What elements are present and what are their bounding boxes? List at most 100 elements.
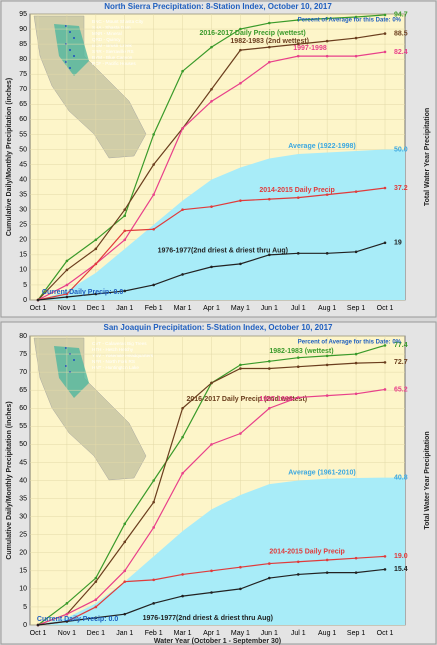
station-dot — [65, 61, 67, 63]
point — [210, 100, 213, 103]
point — [123, 208, 127, 211]
point — [36, 623, 40, 627]
y-tick-label: 45 — [19, 161, 27, 168]
point — [383, 568, 387, 571]
point — [354, 556, 358, 560]
point — [94, 238, 98, 242]
point — [383, 344, 387, 347]
x-tick-label: Oct 1 — [30, 630, 47, 637]
point — [152, 163, 155, 166]
end-value-label: 65.2 — [394, 386, 408, 393]
point — [296, 252, 300, 255]
x-tick-label: Jan 1 — [116, 630, 133, 637]
station-label: SHA - Shasta Dam — [92, 25, 131, 30]
y-tick-label: 80 — [19, 56, 27, 63]
y-tick-label: 40 — [19, 477, 27, 484]
point — [239, 27, 242, 31]
series-label: 1997-1998 — [259, 396, 293, 403]
point — [268, 562, 271, 565]
series-label: 1982-1983 (2nd wettest) — [230, 38, 309, 45]
x-tick-label: Sep 1 — [347, 305, 365, 312]
series-label: 2016-2017 Daily Precip (2nd wettest) — [187, 396, 308, 403]
station-dot — [69, 31, 71, 33]
point — [152, 193, 155, 196]
station-label: SRR - Sierraville RS — [92, 49, 134, 54]
point — [123, 569, 127, 573]
y-tick-label: 0 — [23, 297, 27, 304]
y-tick-label: 55 — [19, 131, 27, 138]
x-tick-label: Dec 1 — [87, 305, 105, 312]
end-value-label: 77.4 — [394, 342, 408, 349]
point — [123, 238, 127, 242]
y-tick-label: 20 — [19, 550, 27, 557]
y-tick-label: 25 — [19, 532, 27, 539]
point — [383, 13, 387, 17]
series-label: Average (1922-1998) — [288, 143, 355, 150]
point — [239, 262, 242, 266]
point — [325, 394, 329, 397]
point — [210, 591, 213, 594]
point — [325, 571, 329, 574]
point — [210, 569, 213, 573]
station-dot — [73, 55, 75, 57]
series-label: 2014-2015 Daily Precip — [269, 548, 345, 555]
point — [296, 365, 300, 369]
area — [38, 477, 405, 625]
end-value-label: 15.4 — [394, 566, 408, 573]
point — [268, 253, 271, 257]
station-label: PCF - Pacific Houses — [92, 61, 136, 66]
x-tick-label: Oct 1 — [377, 630, 394, 637]
point — [239, 565, 242, 569]
point — [239, 81, 242, 85]
point — [210, 381, 213, 385]
y-tick-label: 75 — [19, 71, 27, 78]
station-dot — [69, 49, 71, 51]
annotation: Current Daily Precip: 0.0 — [42, 289, 123, 296]
point — [268, 576, 271, 580]
point — [354, 361, 358, 365]
point — [65, 292, 69, 296]
point — [383, 32, 387, 35]
y-tick-label: 90 — [19, 26, 27, 33]
point — [325, 354, 329, 358]
annotation: Current Daily Precip: 0.0 — [37, 616, 118, 623]
station-label: BNC - Mount Shasta City — [92, 19, 144, 24]
point — [94, 605, 98, 609]
x-tick-label: Nov 1 — [58, 305, 76, 312]
x-tick-label: Apr 1 — [203, 630, 220, 637]
point — [152, 526, 155, 529]
point — [65, 620, 69, 623]
point — [383, 186, 387, 190]
station-label: MNR - Mineral — [92, 31, 122, 36]
point — [123, 612, 127, 616]
y-tick-label: 40 — [19, 176, 27, 183]
end-value-label: 50.0 — [394, 146, 408, 153]
point — [65, 612, 69, 616]
y-axis-label: Cumulative Daily/Monthly Precipitation (… — [6, 78, 13, 236]
point — [94, 576, 98, 580]
x-tick-label: Jul 1 — [291, 305, 306, 312]
x-tick-label: Jun 1 — [261, 305, 278, 312]
end-value-label: 94.7 — [394, 12, 408, 19]
point — [268, 45, 271, 49]
y-tick-label: 65 — [19, 101, 27, 108]
point — [65, 602, 69, 605]
station-label: CVT - Calaveras Big Trees — [92, 341, 147, 346]
point — [325, 39, 329, 43]
point — [268, 21, 271, 25]
station-label: QRD - Quincy — [92, 37, 121, 42]
point — [210, 87, 213, 91]
x-tick-label: Jan 1 — [116, 305, 133, 312]
point — [94, 580, 98, 583]
end-value-label: 19 — [394, 240, 402, 247]
y-tick-label: 15 — [19, 252, 27, 259]
point — [65, 259, 69, 263]
point — [181, 208, 184, 211]
point — [296, 42, 300, 46]
station-dot — [73, 359, 75, 361]
point — [383, 50, 387, 54]
x-tick-label: Dec 1 — [87, 630, 105, 637]
x-tick-label: Oct 1 — [377, 305, 394, 312]
